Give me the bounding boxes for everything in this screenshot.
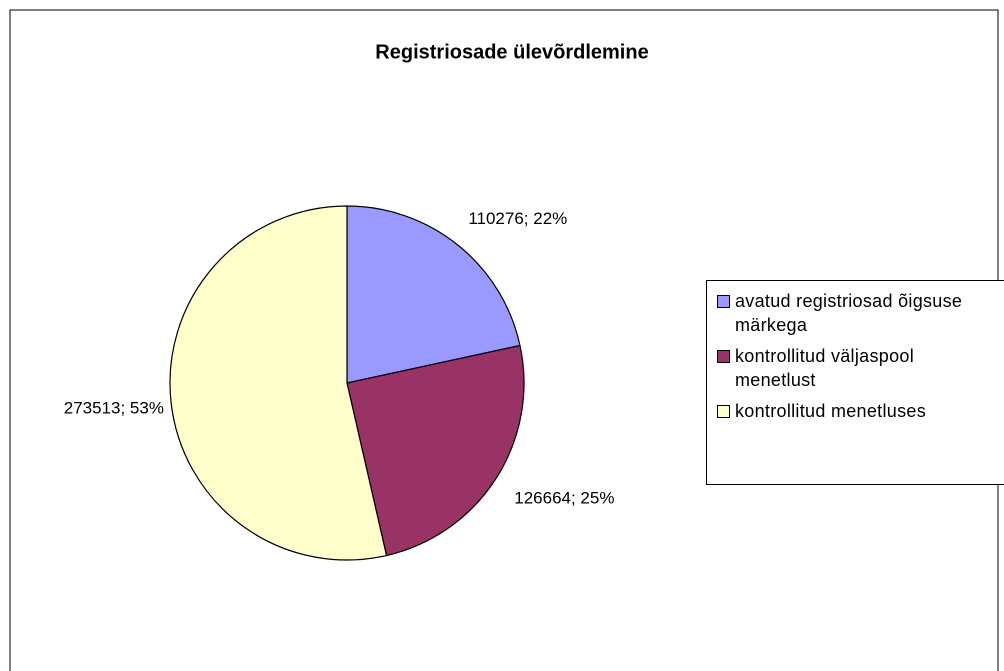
data-label: 126664; 25% — [514, 488, 614, 507]
legend-label: avatud registriosad õigsuse märkega — [735, 291, 963, 335]
data-label: 273513; 53% — [64, 398, 164, 417]
legend-swatch — [717, 405, 730, 418]
legend: avatud registriosad õigsuse märkega kontr… — [706, 280, 1004, 485]
pie-slice — [346, 205, 521, 384]
pie-slice — [169, 205, 388, 561]
legend-label: kontrollitud menetluses — [735, 401, 926, 421]
legend-swatch — [717, 350, 730, 363]
legend-entry: kontrollitud menetluses — [717, 399, 1004, 423]
pie-slice — [346, 344, 525, 557]
legend-entry: avatud registriosad õigsuse märkega — [717, 289, 1004, 337]
legend-swatch — [717, 295, 730, 308]
data-label: 110276; 22% — [468, 209, 567, 228]
legend-label: kontrollitud väljaspool menetlust — [735, 346, 914, 390]
chart-title: Registriosade ülevõrdlemine — [375, 41, 648, 63]
legend-entry: kontrollitud väljaspool menetlust — [717, 344, 1004, 392]
